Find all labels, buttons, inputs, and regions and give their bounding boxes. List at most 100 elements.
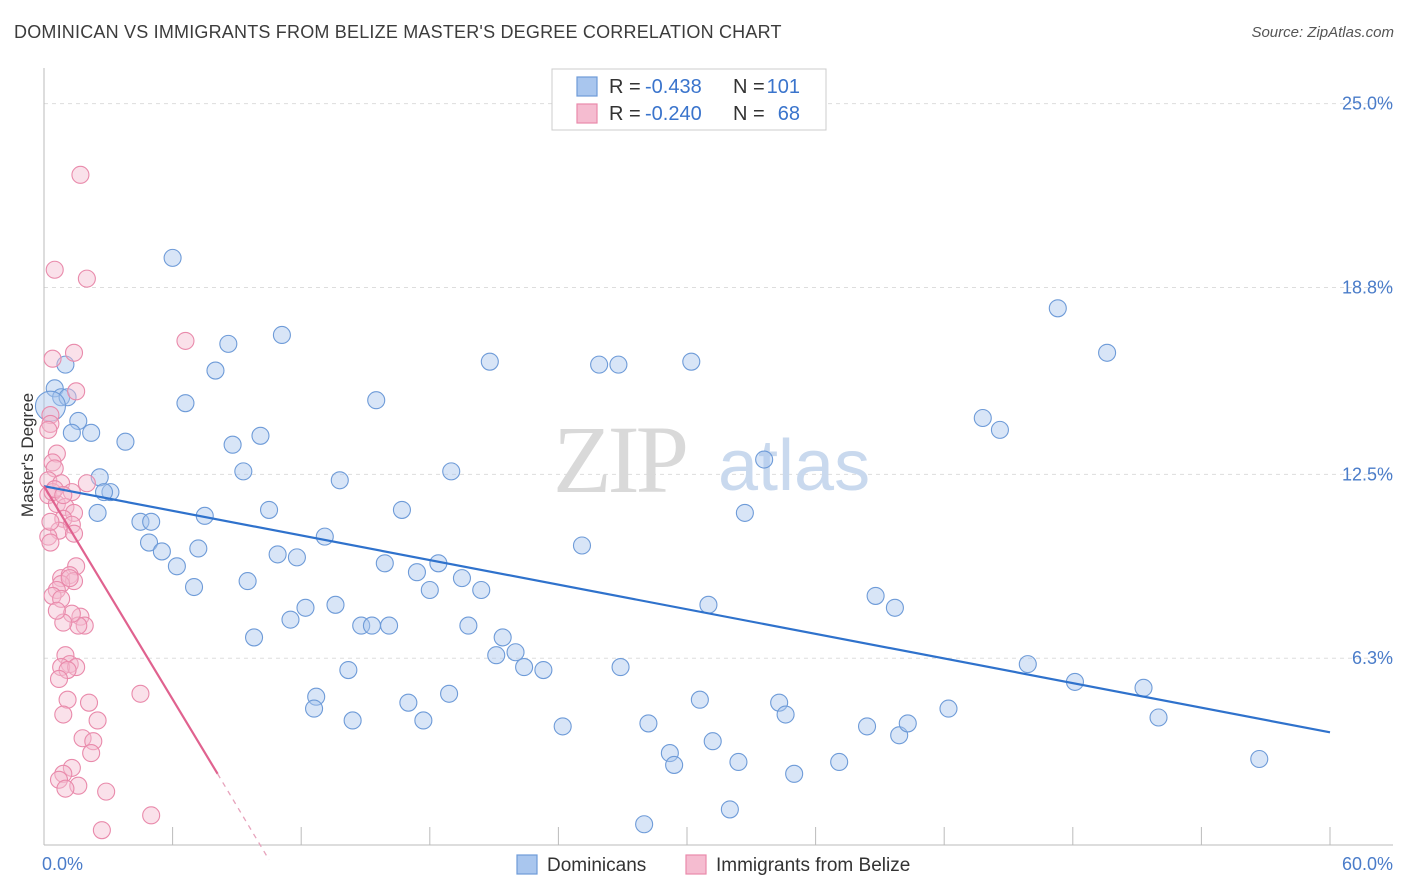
y-axis-label: Master's Degree — [18, 393, 37, 517]
dominican-point — [770, 693, 789, 712]
dominican-point — [189, 539, 208, 558]
dominican-point — [362, 616, 381, 635]
belize-point — [54, 705, 73, 724]
y-tick-label: 6.3% — [1352, 648, 1393, 668]
belize-point — [41, 533, 60, 552]
belize-point — [41, 512, 60, 531]
dominican-point — [163, 248, 182, 267]
dominican-point — [690, 690, 709, 709]
dominican-point — [62, 423, 81, 442]
dominican-point — [176, 394, 195, 413]
belize-point — [176, 331, 195, 350]
belize-point — [60, 569, 79, 588]
dominican-point — [611, 658, 630, 677]
belize-point — [67, 557, 86, 576]
watermark-zip: ZIP — [553, 406, 686, 513]
dominican-point — [885, 598, 904, 617]
legend-swatch-blue — [576, 76, 598, 97]
legend-box: R = -0.438 N = 101 R = -0.240 N = 68 — [551, 68, 827, 131]
dominican-point — [251, 426, 270, 445]
dominican-point — [660, 744, 679, 763]
dominican-point — [272, 325, 291, 345]
y-tick-label: 25.0% — [1342, 94, 1393, 114]
belize-point — [56, 779, 75, 798]
dominican-point — [534, 661, 553, 680]
dominican-point — [442, 462, 461, 481]
dominican-point — [184, 577, 204, 597]
dominican-point — [973, 408, 992, 428]
belize-trend-line — [43, 485, 219, 775]
dominican-point — [1250, 749, 1269, 769]
belize-point — [45, 260, 64, 279]
belize-point — [47, 444, 66, 463]
belize-point — [77, 474, 96, 493]
dominican-point — [116, 432, 135, 451]
legend-n-label: N = — [733, 103, 765, 125]
dominican-point — [131, 512, 150, 531]
watermark: ZIP atlas — [553, 406, 870, 513]
dominican-point — [339, 661, 358, 680]
legend-r-label: R = — [609, 76, 641, 98]
dominican-point — [287, 548, 306, 567]
dominican-point — [590, 355, 609, 374]
belize-point — [92, 821, 111, 840]
belize-point — [43, 349, 62, 368]
dominican-point — [380, 616, 399, 635]
belize-point — [49, 770, 69, 789]
dominican-point — [440, 684, 459, 703]
legend-r-label: R = — [609, 103, 641, 125]
dominican-point — [639, 714, 658, 733]
dominican-point — [399, 693, 418, 712]
dominican-point — [45, 379, 64, 398]
dominican-point — [268, 545, 287, 564]
dominican-point — [234, 462, 253, 481]
legend-r-value: -0.438 — [645, 76, 702, 98]
belize-point — [64, 343, 84, 362]
dominican-point — [281, 610, 300, 629]
dominican-point — [729, 752, 748, 772]
belize-trend-extension — [217, 773, 270, 861]
bottom-legend-belize: Immigrants from Belize — [716, 855, 910, 876]
dominican-point — [459, 616, 478, 635]
belize-point — [69, 616, 88, 635]
legend-n-label: N = — [733, 76, 765, 98]
dominican-point — [480, 352, 499, 371]
dominican-point — [307, 687, 326, 706]
dominican-point — [152, 542, 171, 561]
belize-point — [77, 269, 96, 288]
chart-title: DOMINICAN VS IMMIGRANTS FROM BELIZE MAST… — [14, 22, 782, 42]
belize-point — [71, 165, 90, 184]
bottom-legend-swatch-blue — [516, 854, 538, 875]
bottom-legend: Dominicans Immigrants from Belize — [516, 854, 910, 876]
legend-swatch-pink — [576, 103, 598, 124]
dominican-point — [609, 355, 628, 374]
dominican-point — [244, 628, 264, 647]
belize-point — [75, 616, 94, 635]
data-points — [34, 165, 1269, 840]
bottom-legend-dominicans: Dominicans — [547, 855, 646, 876]
dominican-point — [635, 815, 654, 834]
dominican-point — [82, 423, 101, 442]
belize-point — [56, 646, 75, 665]
dominican-point — [755, 450, 774, 469]
y-tick-labels: 25.0% 18.8% 12.5% 6.3% — [1342, 94, 1393, 669]
x-tick-label: 60.0% — [1342, 854, 1393, 874]
dominican-point — [665, 755, 684, 774]
belize-point — [67, 382, 86, 401]
dominican-point — [315, 527, 334, 546]
dominican-point — [866, 586, 885, 605]
dominican-point — [487, 646, 506, 665]
dominican-point — [88, 503, 107, 522]
dominican-point — [515, 658, 534, 677]
trend-lines — [43, 485, 1331, 861]
dominican-point — [699, 595, 718, 614]
belize-point — [47, 601, 66, 620]
belize-point — [49, 669, 69, 688]
dominican-point — [1098, 343, 1117, 362]
dominican-point — [407, 563, 426, 582]
dominican-point — [296, 598, 315, 617]
belize-point — [142, 806, 161, 825]
dominican-point — [682, 352, 701, 371]
dominican-point — [142, 512, 161, 531]
